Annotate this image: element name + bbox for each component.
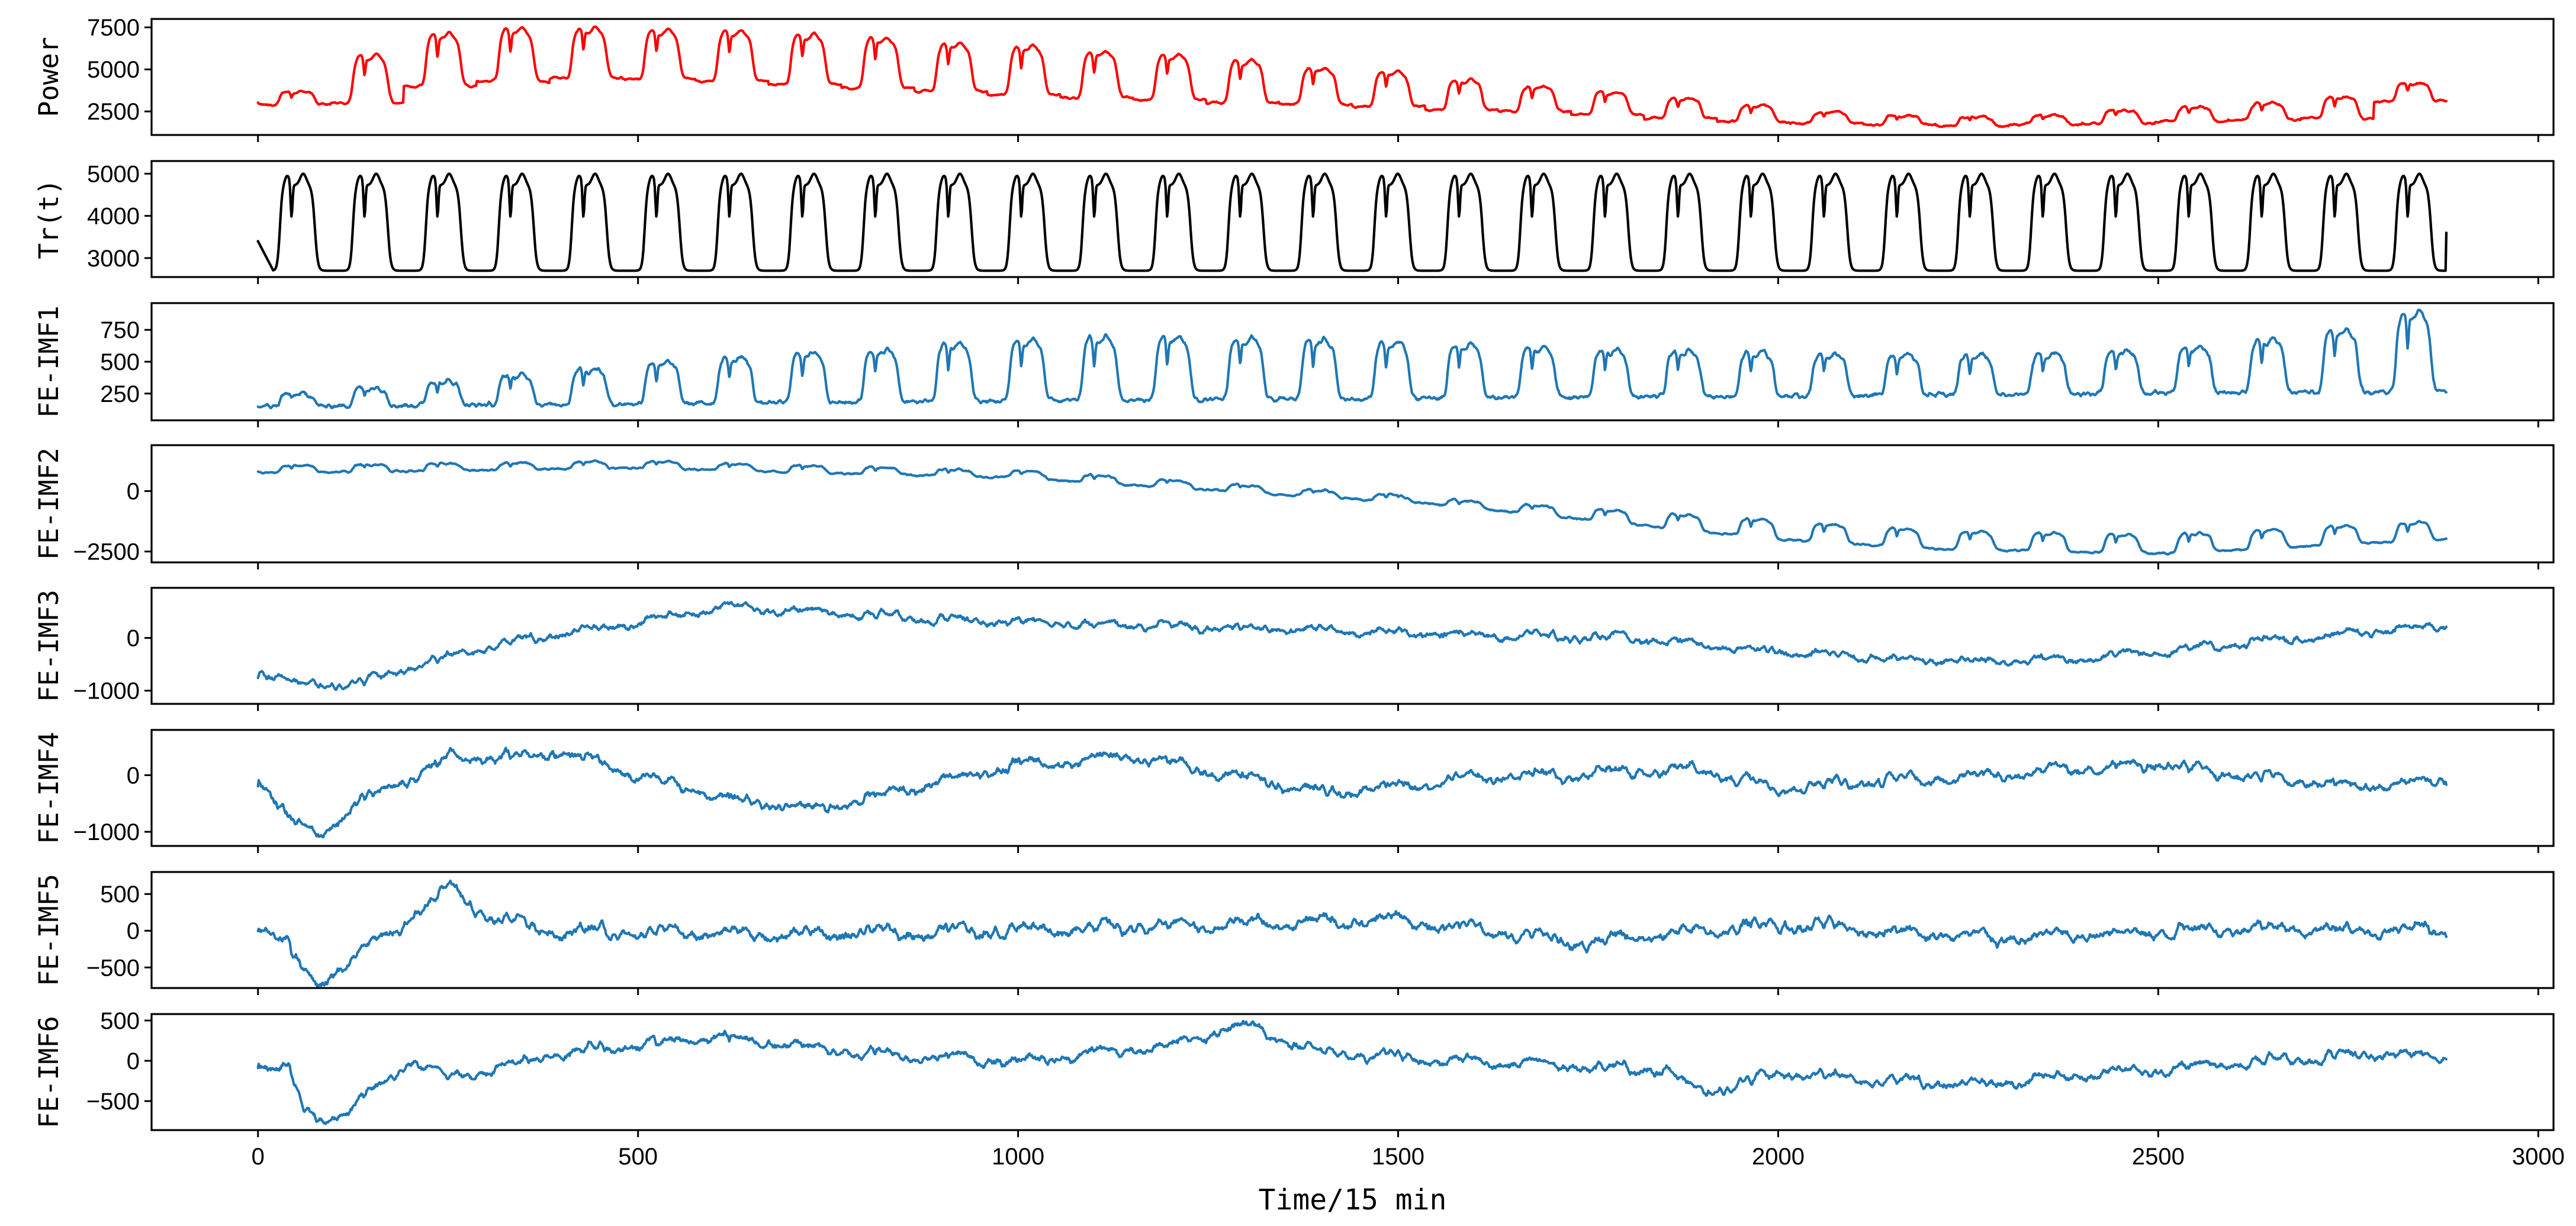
y-tick-label: 0: [127, 479, 140, 505]
x-tick-label: 1000: [992, 1144, 1044, 1170]
subplot-fe-imf5: 500 0 −500 FE-IMF5: [33, 871, 2555, 995]
x-tick-label: 1500: [1372, 1144, 1424, 1170]
series-line-fe-imf5: [256, 879, 2448, 988]
axes-frame: [150, 729, 2555, 847]
y-tick-label: 0: [127, 1048, 140, 1074]
y-tick-label: 250: [100, 381, 140, 407]
x-tick-label: 2000: [1752, 1144, 1805, 1170]
y-axis-label: FE-IMF5: [33, 874, 65, 986]
axes-frame: [150, 1013, 2555, 1131]
y-axis-label: FE-IMF6: [33, 1016, 65, 1128]
subplot-fe-imf2: 0 −2500 FE-IMF2: [33, 444, 2555, 569]
y-tick-label: 2500: [87, 99, 140, 125]
x-tick-label: 0: [252, 1144, 265, 1170]
y-tick-label: 0: [127, 762, 140, 789]
y-tick-label: 500: [100, 349, 140, 375]
y-tick-label: −2500: [73, 539, 140, 565]
series-line-power: [256, 25, 2448, 128]
y-tick-label: 500: [100, 1008, 140, 1034]
y-tick-label: 3000: [87, 246, 140, 272]
y-tick-label: −500: [86, 1089, 140, 1115]
shared-x-axis: 0 500 1000 1500 2000 2500 3000: [252, 1144, 2565, 1170]
subplot-fe-imf4: 0 −1000 FE-IMF4: [33, 729, 2555, 853]
series-line-fe-imf6: [256, 1019, 2448, 1125]
subplot-fe-imf6: 500 0 −500 FE-IMF6: [33, 1008, 2555, 1137]
subplot-stack: 250050007500Power300040005000Tr(t)250500…: [33, 15, 2555, 1137]
y-axis-label: Power: [33, 37, 65, 117]
x-axis-label: Time/15 min: [1259, 1183, 1447, 1217]
y-tick-label: −1000: [73, 819, 140, 845]
y-tick-label: 5000: [87, 161, 140, 187]
subplot-power: 2500 5000 7500 Power: [33, 15, 2555, 142]
series-line-fe-imf3: [256, 601, 2448, 691]
y-tick-label: 0: [127, 918, 140, 944]
x-tick-label: 500: [618, 1144, 658, 1170]
y-tick-label: 5000: [87, 57, 140, 83]
subplot-fe-imf1: 250 500 750 FE-IMF1: [33, 302, 2555, 427]
y-tick-label: 0: [127, 626, 140, 652]
axes-frame: [150, 444, 2555, 564]
y-axis-label: FE-IMF4: [33, 732, 65, 844]
x-tick-label: 3000: [2512, 1144, 2565, 1170]
y-axis-label: FE-IMF1: [33, 305, 65, 418]
x-tick-label: 2500: [2132, 1144, 2185, 1170]
y-tick-label: 7500: [87, 15, 140, 41]
y-axis-label: FE-IMF3: [33, 590, 65, 702]
axes-frame: [150, 160, 2555, 278]
series-line-tr-t-: [256, 172, 2448, 272]
series-line-fe-imf4: [256, 746, 2448, 839]
subplot-fe-imf3: 0 −1000 FE-IMF3: [33, 587, 2555, 711]
series-line-fe-imf1: [256, 308, 2448, 410]
y-tick-label: 750: [100, 317, 140, 343]
y-tick-label: −1000: [73, 678, 140, 704]
subplot-tr-t-: 3000 4000 5000 Tr(t): [33, 160, 2555, 284]
y-axis-label: FE-IMF2: [33, 448, 65, 560]
axes-frame: [150, 18, 2555, 136]
y-axis-label: Tr(t): [33, 179, 65, 259]
axes-frame: [150, 587, 2555, 705]
y-tick-label: −500: [86, 955, 140, 981]
y-tick-label: 4000: [87, 204, 140, 230]
series-line-fe-imf2: [256, 459, 2448, 556]
y-tick-label: 500: [100, 881, 140, 908]
